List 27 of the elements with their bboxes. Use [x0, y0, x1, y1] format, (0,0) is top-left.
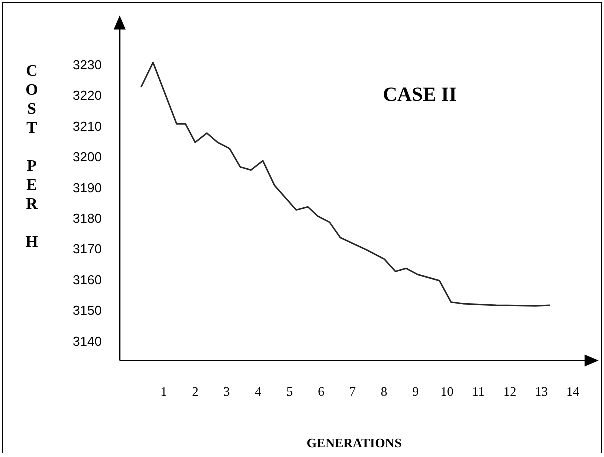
x-tick-label: 4	[255, 384, 262, 400]
y-tick-label: 3200	[73, 150, 102, 165]
x-tick-label: 10	[440, 384, 454, 400]
y-tick-label: 3210	[73, 118, 102, 134]
y-tick-label: 3170	[73, 242, 102, 257]
x-tick-label: 14	[566, 384, 580, 400]
x-axis-title: GENERATIONS	[306, 436, 402, 451]
x-tick-label: 11	[472, 384, 485, 400]
x-tick-label: 1	[160, 384, 168, 400]
x-tick-label: 12	[504, 384, 517, 400]
x-tick-label: 6	[318, 384, 326, 400]
y-tick-label: 3150	[73, 303, 102, 318]
x-tick-label: 3	[224, 384, 230, 400]
y-tick-label: 3220	[73, 88, 102, 104]
x-tick-label: 13	[535, 384, 548, 400]
x-tick-label: 7	[350, 384, 357, 400]
x-tick-label: 9	[412, 384, 419, 400]
x-tick-label: 5	[286, 384, 294, 400]
text: COST PER H	[26, 63, 38, 251]
x-tick-label: 8	[381, 384, 388, 400]
x-tick-label: 2	[192, 384, 199, 400]
y-tick-label: 3140	[73, 334, 102, 349]
y-tick-label: 3190	[73, 180, 102, 196]
y-tick-label: 3230	[73, 57, 102, 72]
y-tick-label: 3180	[73, 211, 102, 226]
text: CASE II	[383, 84, 458, 106]
y-tick-label: 3160	[73, 272, 102, 288]
